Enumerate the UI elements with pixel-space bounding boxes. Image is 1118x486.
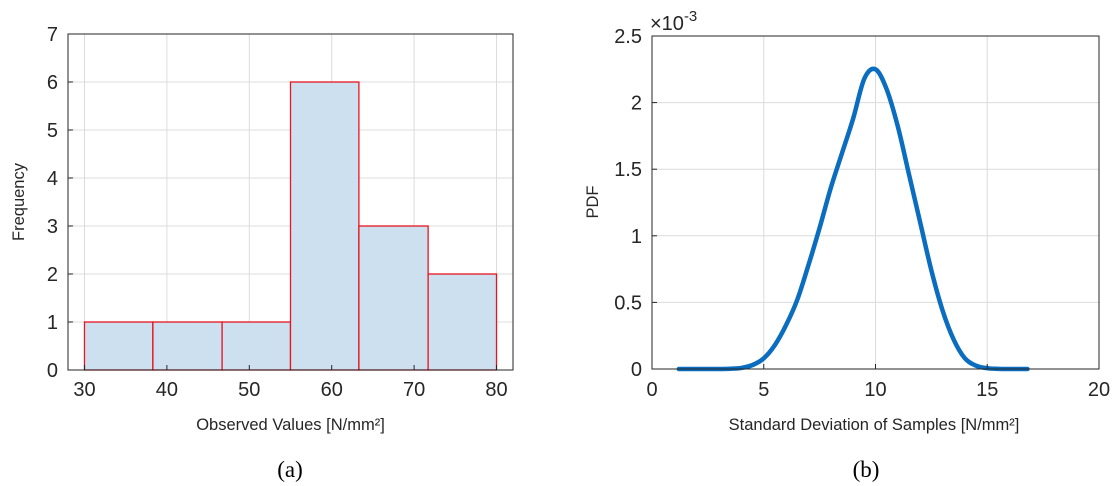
histogram-bar-6 bbox=[427, 273, 498, 371]
pdf-x-axis-label: Standard Deviation of Samples [N/mm²] bbox=[729, 416, 1020, 434]
histogram-x-tick-label: 50 bbox=[238, 379, 260, 401]
pdf-y-tick-label: 2.5 bbox=[614, 26, 642, 48]
histogram-panel: 30 40 50 60 70 80 0 1 2 3 4 5 6 7 Observed Values [N… bbox=[10, 24, 514, 482]
pdf-x-tick-label: 20 bbox=[1088, 379, 1110, 401]
pdf-x-tick-label: 10 bbox=[864, 379, 886, 401]
pdf-x-tick-label: 0 bbox=[646, 379, 657, 401]
histogram-y-axis-label: Frequency bbox=[10, 162, 28, 241]
histogram-x-tick-label: 80 bbox=[485, 379, 507, 401]
histogram-y-tick-label: 4 bbox=[47, 168, 58, 190]
pdf-y-exponent: ×10-3 bbox=[650, 8, 697, 35]
pdf-y-tick-label: 0 bbox=[631, 359, 642, 381]
pdf-series-line bbox=[676, 66, 1030, 372]
histogram-bar-1 bbox=[83, 321, 154, 371]
pdf-y-tick-label: 1.5 bbox=[614, 159, 642, 181]
pdf-y-exponent-base: ×10 bbox=[650, 13, 684, 35]
histogram-y-tick-label: 1 bbox=[47, 312, 58, 334]
histogram-bar-4 bbox=[289, 81, 360, 371]
pdf-x-tick-label: 5 bbox=[758, 379, 769, 401]
histogram-x-tick-label: 40 bbox=[156, 379, 178, 401]
histogram-x-ticks: 30 40 50 60 70 80 bbox=[73, 365, 508, 401]
pdf-y-axis-label: PDF bbox=[584, 186, 602, 219]
histogram-y-tick-label: 5 bbox=[47, 120, 58, 142]
pdf-y-exponent-power: -3 bbox=[684, 8, 697, 25]
histogram-x-tick-label: 60 bbox=[321, 379, 343, 401]
histogram-y-tick-label: 2 bbox=[47, 264, 58, 286]
pdf-x-tick-label: 15 bbox=[976, 379, 998, 401]
histogram-bar-2 bbox=[152, 321, 223, 371]
histogram-bar-5 bbox=[358, 225, 429, 371]
pdf-y-tick-label: 1 bbox=[631, 226, 642, 248]
histogram-y-tick-label: 3 bbox=[47, 216, 58, 238]
histogram-x-tick-label: 70 bbox=[403, 379, 425, 401]
histogram-bar-3 bbox=[221, 321, 292, 371]
histogram-axes-box bbox=[67, 33, 514, 371]
histogram-x-tick-label: 30 bbox=[73, 379, 95, 401]
pdf-y-tick-label: 0.5 bbox=[614, 292, 642, 314]
histogram-y-tick-label: 7 bbox=[47, 24, 58, 46]
histogram-caption: (a) bbox=[277, 457, 303, 482]
histogram-y-tick-label: 6 bbox=[47, 72, 58, 94]
histogram-y-ticks: 0 1 2 3 4 5 6 7 bbox=[47, 24, 73, 382]
histogram-bars bbox=[83, 81, 498, 371]
pdf-y-tick-label: 2 bbox=[631, 93, 642, 115]
pdf-caption: (b) bbox=[853, 457, 880, 482]
histogram-y-tick-label: 0 bbox=[47, 360, 58, 382]
histogram-x-axis-label: Observed Values [N/mm²] bbox=[196, 416, 385, 434]
pdf-x-ticks: 0 5 10 15 20 bbox=[646, 364, 1110, 401]
pdf-panel: 0 5 10 15 20 0 0.5 1 1.5 2 2.5 ×10-3 Standard Dev… bbox=[584, 8, 1110, 482]
pdf-y-ticks: 0 0.5 1 1.5 2 2.5 bbox=[614, 26, 657, 381]
